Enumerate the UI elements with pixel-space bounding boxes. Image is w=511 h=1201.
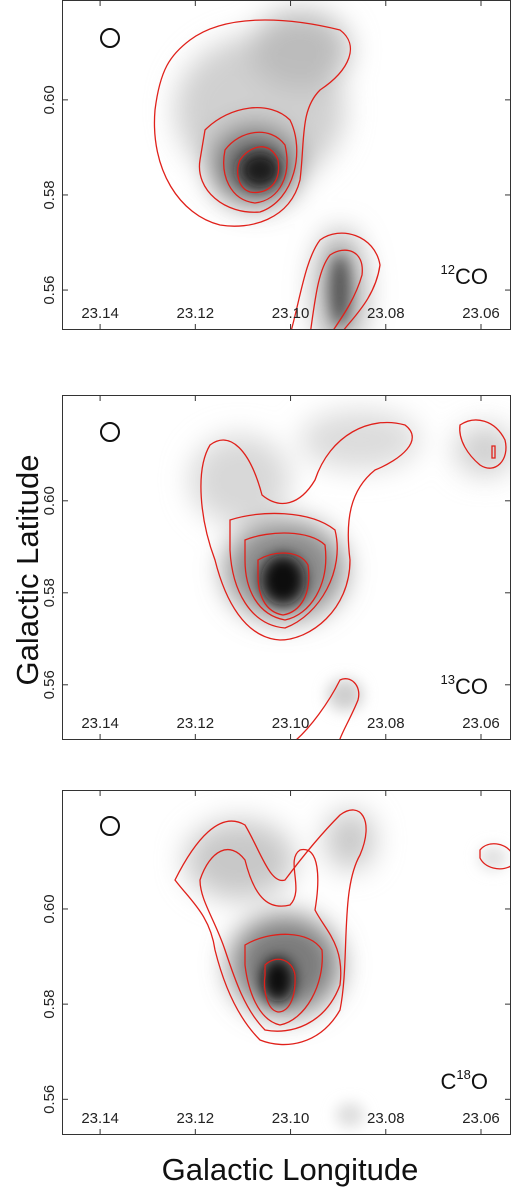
y-tick-label: 0.58 (41, 578, 58, 607)
x-tick-label: 23.08 (367, 1110, 405, 1127)
intensity-map (153, 10, 381, 330)
y-tick-label: 0.60 (41, 894, 58, 923)
y-axis-title: Galactic Latitude (10, 455, 45, 686)
x-tick-label: 23.12 (177, 1110, 215, 1127)
label-superscript: 12 (441, 262, 455, 277)
intensity-map (174, 809, 511, 1127)
x-tick-label: 23.12 (177, 715, 215, 732)
label-text: CO (455, 674, 488, 699)
intensity-map (190, 410, 511, 740)
x-tick-label: 23.12 (177, 305, 215, 322)
x-tick-label: 23.08 (367, 715, 405, 732)
panel-label: C18O (441, 1067, 488, 1093)
x-tick-label: 23.14 (81, 715, 119, 732)
x-tick-label: 23.14 (81, 305, 119, 322)
label-text: O (471, 1069, 488, 1094)
y-tick-label: 0.58 (41, 180, 58, 209)
x-tick-label: 23.06 (462, 715, 500, 732)
label-superscript: 18 (456, 1067, 470, 1082)
y-tick-label: 0.60 (41, 486, 58, 515)
panel-label: 12CO (441, 262, 488, 288)
x-tick-label: 23.06 (462, 305, 500, 322)
x-tick-label: 23.14 (81, 1110, 119, 1127)
y-tick-label: 0.56 (41, 1085, 58, 1114)
beam-marker (100, 28, 120, 48)
x-tick-label: 23.08 (367, 305, 405, 322)
x-tick-label: 23.06 (462, 1110, 500, 1127)
x-tick-label: 23.10 (272, 1110, 310, 1127)
panel-label: 13CO (441, 672, 488, 698)
label-text: C (441, 1069, 457, 1094)
x-axis-title: Galactic Longitude (162, 1152, 419, 1187)
label-text: CO (455, 264, 488, 289)
y-tick-label: 0.56 (41, 275, 58, 304)
label-superscript: 13 (441, 672, 455, 687)
y-tick-label: 0.60 (41, 85, 58, 114)
y-tick-label: 0.58 (41, 990, 58, 1019)
x-tick-label: 23.10 (272, 715, 310, 732)
y-tick-label: 0.56 (41, 670, 58, 699)
beam-marker (100, 422, 120, 442)
beam-marker (100, 816, 120, 836)
x-tick-label: 23.10 (272, 305, 310, 322)
